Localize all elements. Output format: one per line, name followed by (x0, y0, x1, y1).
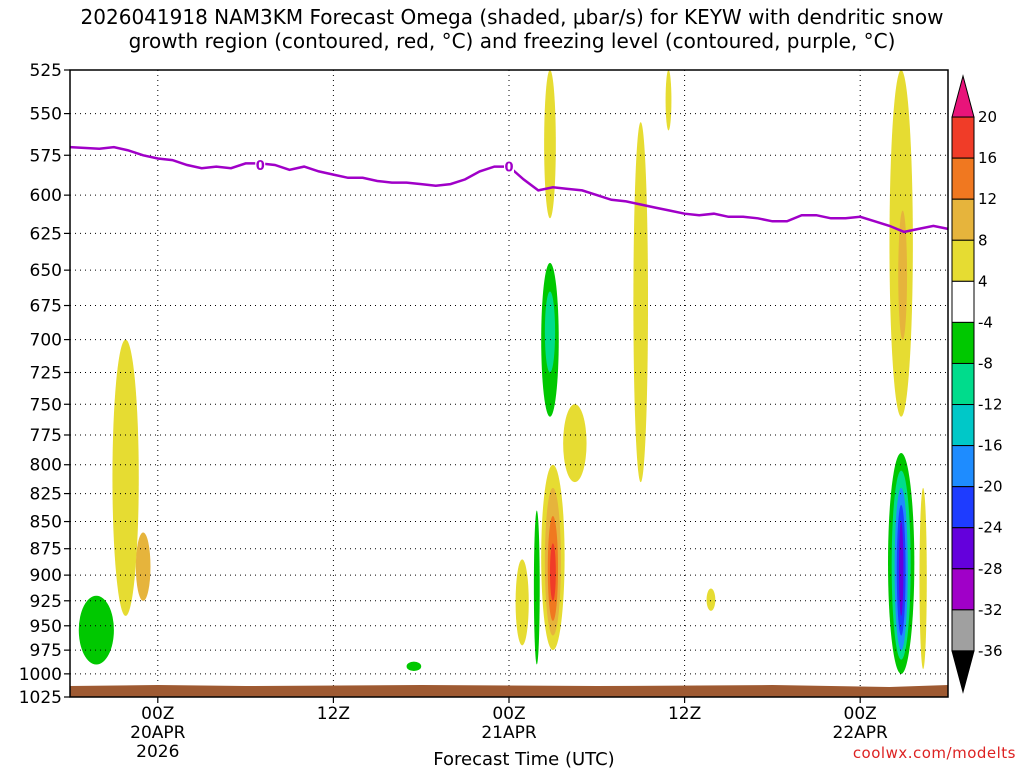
omega-cell-8 (515, 559, 529, 646)
omega-cell-1 (135, 532, 151, 601)
y-tick-label-950: 950 (30, 617, 62, 637)
colorbar-swatch-11 (951, 527, 975, 570)
colorbar-label-2: 12 (978, 190, 997, 208)
colorbar-swatch-top (951, 74, 975, 118)
y-tick-label-925: 925 (30, 592, 62, 612)
colorbar-swatch-5 (951, 280, 975, 323)
colorbar-label-10: -24 (978, 519, 1003, 537)
y-tick-label-675: 675 (30, 297, 62, 317)
chart-title-line-2: growth region (contoured, red, °C) and f… (128, 29, 896, 53)
omega-cell-15 (665, 70, 672, 131)
freezing-level-line (69, 145, 949, 234)
colorbar-swatch-12 (951, 568, 975, 611)
omega-cell-9 (533, 510, 540, 665)
y-tick-label-800: 800 (30, 456, 62, 476)
y-tick-label-775: 775 (30, 426, 62, 446)
omega-shading (78, 70, 927, 674)
y-tick-label-825: 825 (30, 485, 62, 505)
colorbar-label-6: -8 (978, 354, 993, 372)
y-tick-label-975: 975 (30, 641, 62, 661)
colorbar-label-1: 16 (978, 149, 997, 167)
colorbar-swatch-1 (951, 116, 975, 159)
omega-cell-14 (633, 122, 649, 483)
colorbar-swatch-9 (951, 445, 975, 488)
y-tick-label-1000: 1000 (19, 665, 62, 685)
y-tick-label-600: 600 (30, 186, 62, 206)
y-tick-label-900: 900 (30, 566, 62, 586)
freezing-level-label-1: 0 (504, 161, 513, 176)
freezing-label-bg-0 (255, 157, 266, 172)
omega-cell-4 (544, 70, 556, 219)
colorbar-label-4: 4 (978, 272, 988, 290)
x-tick-label-42-0: 12Z (668, 704, 701, 724)
x-tick-label-6-1: 20APR (130, 723, 186, 743)
omega-cell-7 (563, 404, 587, 483)
x-tick-label-30-1: 21APR (481, 723, 537, 743)
omega-cell-6 (544, 291, 556, 373)
x-axis-title: Forecast Time (UTC) (433, 749, 614, 768)
colorbar-swatch-13 (951, 609, 975, 652)
ground-surface (70, 685, 948, 697)
x-tick-label-54-0: 00Z (844, 704, 877, 724)
freezing-label-bg-1 (504, 159, 514, 174)
colorbar-label-8: -16 (978, 437, 1003, 455)
colorbar-swatch-8 (951, 404, 975, 447)
colorbar-swatch-3 (951, 198, 975, 241)
omega-cell-23 (898, 521, 904, 616)
y-tick-label-850: 850 (30, 513, 62, 533)
omega-cell-2 (78, 595, 114, 665)
y-tick-label-1025: 1025 (19, 688, 62, 708)
colorbar-swatch-7 (951, 362, 975, 406)
colorbar-label-5: -4 (978, 313, 993, 331)
colorbar-label-12: -32 (978, 601, 1003, 619)
credit-text[interactable]: coolwx.com/modelts (852, 744, 1016, 762)
omega-cell-18 (898, 210, 908, 340)
colorbar-label-11: -28 (978, 560, 1003, 578)
plot-background (70, 70, 948, 697)
colorbar-label-0: 20 (978, 108, 997, 126)
omega-cell-3 (406, 661, 422, 672)
y-tick-label-525: 525 (30, 61, 62, 81)
colorbar-label-9: -20 (978, 478, 1003, 496)
y-tick-label-750: 750 (30, 395, 62, 415)
chart-title-line-1: 2026041918 NAM3KM Forecast Omega (shaded… (80, 5, 944, 29)
ground-fill (70, 685, 948, 697)
plot-area (70, 70, 948, 697)
freezing-level-label-0: 0 (256, 159, 265, 174)
omega-cell-13 (549, 543, 556, 601)
colorbar-swatch-4 (951, 239, 975, 282)
colorbar-swatch-6 (951, 321, 975, 364)
y-tick-label-725: 725 (30, 363, 62, 383)
x-tick-label-6-0: 00Z (141, 704, 174, 724)
colorbar-label-7: -12 (978, 396, 1003, 414)
x-tick-label-30-0: 00Z (492, 704, 525, 724)
omega-cell-16 (706, 588, 716, 611)
y-axis: 525 550 575 600 625 650 675 700 725 750 775 800 825 8… (19, 61, 70, 708)
colorbar-swatch-2 (951, 157, 975, 200)
y-tick-label-650: 650 (30, 261, 62, 281)
colorbar-label-3: 8 (978, 231, 988, 249)
y-tick-label-575: 575 (30, 146, 62, 166)
colorbar-swatch-10 (951, 486, 975, 529)
y-tick-label-700: 700 (30, 331, 62, 351)
omega-cell-24 (919, 487, 927, 670)
y-tick-label-625: 625 (30, 224, 62, 244)
x-tick-label-6-2: 2026 (136, 742, 179, 762)
x-tick-label-54-1: 22APR (833, 723, 889, 743)
colorbar-swatch-bottom (951, 650, 975, 694)
omega-cell-0 (112, 339, 139, 616)
colorbar-label-13: -36 (978, 642, 1003, 660)
colorbar: 20 16 12 8 4 -4 -8 -12 -16 -20 -24 -28 -32 -36 (951, 74, 1003, 694)
y-tick-label-550: 550 (30, 105, 62, 125)
x-tick-label-18-0: 12Z (317, 704, 350, 724)
y-tick-label-875: 875 (30, 540, 62, 560)
